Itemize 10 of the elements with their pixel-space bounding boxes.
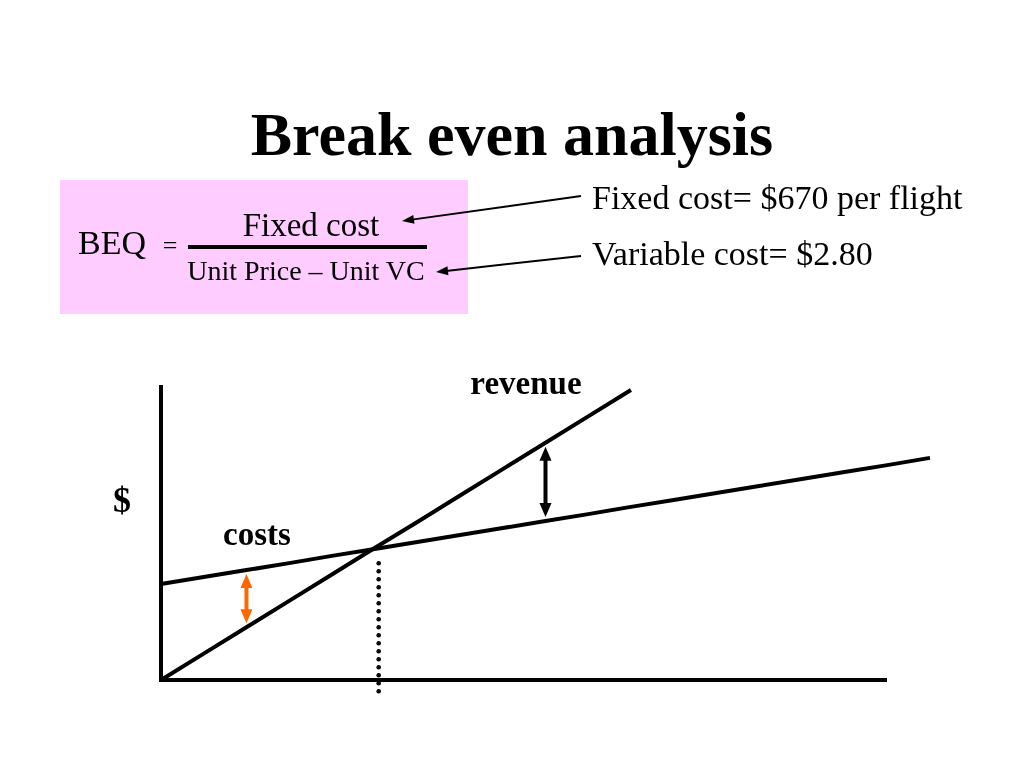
text: Variable cost= $2.80 [592, 235, 873, 272]
text: BEQ [78, 224, 146, 261]
text: Unit Price – Unit VC [187, 255, 425, 286]
text: = [162, 231, 178, 260]
chart-title: Break even analysis [250, 100, 774, 168]
text: Fixed cost [242, 207, 380, 243]
series-label: revenue [470, 365, 582, 401]
series-label: costs [223, 516, 292, 553]
y-axis-title: $ [113, 480, 131, 520]
text: Fixed cost= $670 per flight [592, 179, 964, 216]
